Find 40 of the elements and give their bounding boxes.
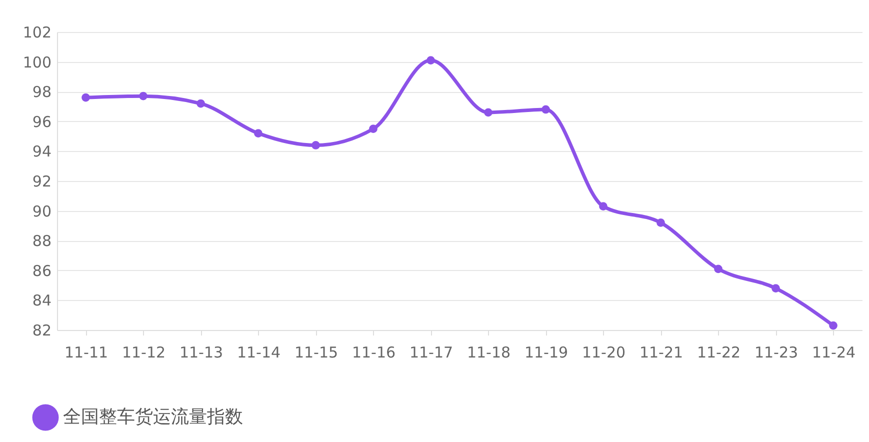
- y-tick-label: 82: [32, 322, 52, 340]
- x-tick-label: 11-19: [524, 344, 568, 362]
- point: [312, 141, 320, 150]
- x-tick-label: 11-21: [639, 344, 684, 362]
- point: [484, 108, 492, 117]
- x-tick-label: 11-16: [352, 344, 396, 362]
- y-tick-label: 88: [32, 232, 52, 250]
- x-tick-label: 11-14: [236, 344, 281, 362]
- x-tick-label: 11-15: [294, 344, 338, 362]
- x-tick-label: 11-18: [466, 344, 511, 362]
- point: [82, 93, 90, 102]
- point: [599, 202, 608, 211]
- x-tick-label: 11-12: [122, 344, 166, 362]
- y-tick-label: 98: [32, 83, 52, 102]
- y-tick-label: 102: [22, 24, 52, 42]
- point: [139, 92, 148, 100]
- point: [829, 321, 838, 330]
- y-tick-label: 94: [32, 142, 52, 161]
- point: [196, 99, 205, 108]
- x-tick-label: 11-22: [696, 344, 741, 362]
- point: [656, 218, 665, 227]
- y-tick-label: 84: [32, 292, 52, 310]
- y-tick-label: 86: [32, 262, 52, 280]
- point: [369, 124, 378, 134]
- point: [542, 105, 550, 114]
- point: [254, 129, 262, 138]
- point: [714, 264, 722, 274]
- legend-label: 全国整车货运流量指数: [63, 406, 243, 428]
- x-tick-label: 11-11: [64, 344, 108, 362]
- x-tick-label: 11-20: [582, 344, 626, 362]
- x-tick-label: 11-13: [179, 344, 224, 362]
- y-tick-label: 90: [32, 202, 52, 220]
- y-tick-label: 96: [32, 112, 52, 131]
- x-tick-label: 11-23: [754, 344, 798, 362]
- x-tick-label: 11-24: [812, 344, 856, 362]
- point: [772, 284, 780, 292]
- y-tick-label: 100: [22, 53, 52, 72]
- point: [426, 56, 435, 64]
- y-tick-label: 92: [32, 172, 52, 190]
- x-tick-label: 11-17: [409, 344, 454, 362]
